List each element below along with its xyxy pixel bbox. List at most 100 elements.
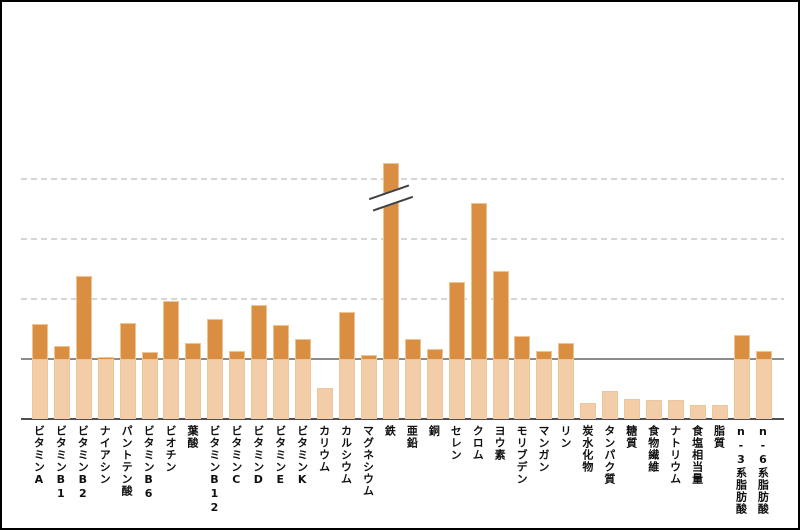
bar-below-baseline [580,403,597,419]
bar-above-baseline [426,348,443,359]
bar-below-baseline [470,359,487,419]
bar-above-baseline [251,305,268,359]
x-tick-label: ビタミンK [295,425,309,487]
bar-below-baseline [185,359,202,419]
x-tick-label: パントテン酸 [120,425,134,497]
bar-above-baseline [207,319,224,359]
x-tick-label: ビタミンA [32,425,46,487]
x-tick-label: モリブデン [515,425,529,485]
bar-below-baseline [338,359,355,419]
bar-above-baseline [492,271,509,359]
x-tick-label: クロム [471,425,485,461]
bar-below-baseline [711,404,728,419]
bar-below-baseline [75,359,92,419]
bar-above-baseline [338,311,355,359]
baseline-100pct [21,358,784,360]
bar-above-baseline [382,162,399,359]
bar-above-baseline [755,350,772,359]
x-tick-label: マンガン [537,425,550,473]
bar-above-baseline [185,342,202,359]
bar-below-baseline [97,359,114,419]
x-tick-label: 鉄 [383,425,397,437]
bar-above-baseline [470,203,487,359]
x-tick-label: ナイアシン [98,425,112,485]
bar-below-baseline [207,359,224,419]
bar-above-baseline [514,336,531,359]
x-tick-label: マグネシウム [361,425,375,497]
bar-above-baseline [404,339,421,359]
bar-below-baseline [382,359,399,419]
bar-above-baseline [31,323,48,359]
bar-above-baseline [229,351,246,359]
bar-above-baseline [273,324,290,359]
gridline-300pct [21,238,784,240]
bar-below-baseline [31,359,48,419]
bar-above-baseline [119,323,136,359]
x-tick-label: ヨウ素 [493,425,507,461]
bar-above-baseline [558,342,575,359]
bar-below-baseline [646,399,663,419]
bar-below-baseline [448,359,465,419]
x-tick-label: セレン [449,425,463,461]
bar-below-baseline [317,388,334,419]
bar-above-baseline [536,350,553,359]
x-tick-label: タンパク質 [602,425,616,485]
x-tick-label: ビタミンB2 [76,425,90,501]
bar-below-baseline [558,359,575,419]
bar-above-baseline [53,346,70,359]
bar-below-baseline [229,359,246,419]
bar-below-baseline [141,359,158,419]
x-tick-label: 食塩相当量 [690,425,704,485]
bar-below-baseline [404,359,421,419]
bar-below-baseline [295,359,312,419]
x-tick-label: 脂質 [712,425,726,449]
x-tick-label: 葉酸 [185,425,199,449]
x-tick-label: 銅 [427,425,441,437]
x-tick-label: ビタミンB12 [207,425,221,515]
bar-below-baseline [273,359,290,419]
bar-above-baseline [733,335,750,359]
bar-below-baseline [360,359,377,419]
x-tick-label: 食物繊維 [646,425,660,473]
bar-below-baseline [624,398,641,419]
x-tick-label: リン [558,425,572,449]
bar-below-baseline [690,404,706,419]
x-tick-label: 亜鉛 [405,425,419,449]
bar-below-baseline [251,359,268,419]
bar-below-baseline [119,359,136,419]
x-tick-label: n-6系脂肪酸 [756,425,770,515]
x-tick-label: n-3系脂肪酸 [734,425,748,515]
x-tick-label: 炭水化物 [580,425,594,473]
x-tick-label: ビタミンD [251,425,265,487]
x-tick-label: ビタミンB1 [54,425,68,501]
bar-below-baseline [668,399,685,419]
x-tick-label: ビタミンB6 [142,425,156,501]
x-tick-label: 糖質 [624,425,638,449]
bar-above-baseline [75,276,92,359]
x-tick-label: ビタミンC [229,425,243,487]
bar-below-baseline [733,359,750,419]
bar-below-baseline [426,359,443,419]
gridline-400pct [21,178,784,180]
x-tick-label: ビタミンE [273,425,287,487]
bar-below-baseline [492,359,509,419]
x-tick-label: カルシウム [339,425,353,485]
bar-above-baseline [360,355,377,359]
bar-above-baseline [163,300,180,359]
bar-above-baseline [295,338,312,359]
bar-below-baseline [163,359,180,419]
bar-below-baseline [536,359,553,419]
x-tick-label: カリウム [317,425,331,473]
bar-above-baseline [448,282,465,359]
x-tick-label: ナトリウム [668,425,682,485]
x-tick-label: ビオチン [164,425,178,473]
bar-above-baseline [97,357,114,359]
bar-above-baseline [141,352,158,359]
bar-below-baseline [514,359,531,419]
bar-below-baseline [755,359,772,419]
gridline-200pct [21,298,784,300]
bar-below-baseline [53,359,70,419]
x-axis [21,418,784,420]
